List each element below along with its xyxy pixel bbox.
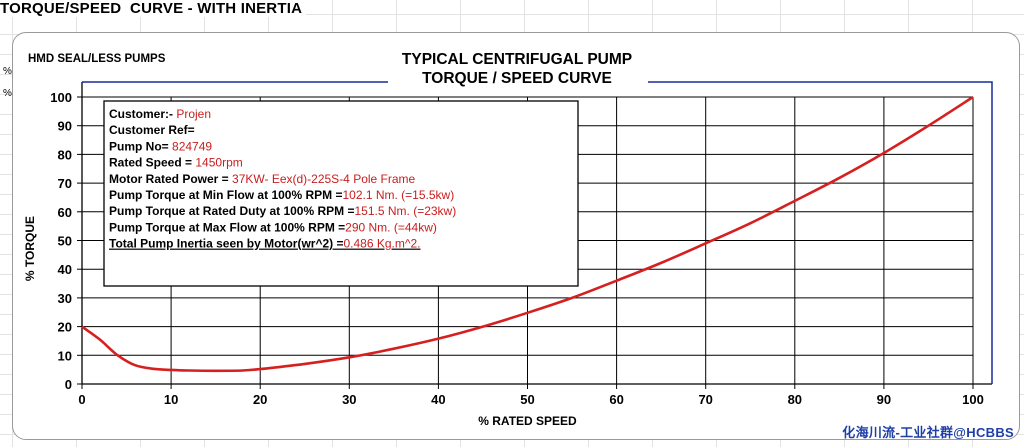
x-tick-label: 80	[788, 392, 802, 407]
info-value: 102.1 Nm. (=15.5kw)	[342, 188, 454, 202]
y-tick-label: 100	[50, 90, 72, 105]
x-tick-label: 90	[877, 392, 891, 407]
info-value: 290 Nm. (=44kw)	[345, 220, 437, 234]
y-tick-label: 30	[58, 291, 72, 306]
info-label: Rated Speed =	[109, 156, 195, 170]
info-line: Pump Torque at Rated Duty at 100% RPM =1…	[109, 204, 456, 218]
x-tick-label: 10	[164, 392, 178, 407]
info-line: Pump Torque at Min Flow at 100% RPM =102…	[109, 188, 454, 202]
info-line: Pump No= 824749	[109, 139, 212, 153]
info-line: Total Pump Inertia seen by Motor(wr^2) =…	[109, 237, 421, 251]
y-tick-label: 10	[58, 348, 72, 363]
x-tick-label: 50	[520, 392, 534, 407]
x-tick-label: 20	[253, 392, 267, 407]
info-value: 0.486 Kg.m^2.	[344, 237, 421, 251]
info-label: Customer:-	[109, 107, 176, 121]
y-tick-label: 60	[58, 205, 72, 220]
x-tick-label: 30	[342, 392, 356, 407]
info-label: Customer Ref=	[109, 123, 195, 137]
x-tick-label: 60	[609, 392, 623, 407]
info-label: Pump Torque at Rated Duty at 100% RPM =	[109, 204, 355, 218]
info-line: Pump Torque at Max Flow at 100% RPM =290…	[109, 220, 437, 234]
info-label: Pump Torque at Max Flow at 100% RPM =	[109, 220, 345, 234]
info-label: Motor Rated Power =	[109, 172, 232, 186]
x-tick-label: 40	[431, 392, 445, 407]
x-tick-label: 70	[698, 392, 712, 407]
plot-frame	[82, 81, 993, 384]
y-tick-label: 70	[58, 176, 72, 191]
x-tick-label: 0	[78, 392, 85, 407]
y-axis-label: % TORQUE	[23, 216, 37, 281]
info-line: Customer Ref=	[109, 123, 195, 137]
info-label: Pump Torque at Min Flow at 100% RPM =	[109, 188, 342, 202]
info-value: 1450rpm	[195, 156, 242, 170]
row-fragment: %	[3, 88, 12, 99]
info-value: 151.5 Nm. (=23kw)	[355, 204, 457, 218]
y-tick-label: 40	[58, 262, 72, 277]
y-tick-label: 80	[58, 147, 72, 162]
info-line: Rated Speed = 1450rpm	[109, 156, 243, 170]
info-label: Pump No=	[109, 139, 172, 153]
row-fragment: %	[3, 66, 12, 77]
x-axis-label: % RATED SPEED	[478, 414, 577, 428]
info-value: 824749	[172, 139, 212, 153]
chart-title-line-2: TORQUE / SPEED CURVE	[422, 70, 612, 87]
y-tick-label: 90	[58, 119, 72, 134]
x-tick-label: 100	[962, 392, 984, 407]
info-line: Customer:- Projen	[109, 107, 211, 121]
sheet-title: TORQUE/SPEED CURVE - WITH INERTIA	[0, 0, 307, 17]
info-box	[103, 100, 579, 287]
watermark: 化海川流-工业社群@HCBBS	[842, 425, 1014, 440]
info-value: 37KW- Eex(d)-225S-4 Pole Frame	[232, 172, 416, 186]
torque-curve	[81, 95, 974, 373]
info-line: Motor Rated Power = 37KW- Eex(d)-225S-4 …	[109, 172, 416, 186]
info-value: Projen	[176, 107, 211, 121]
chart-subtitle: HMD SEAL/LESS PUMPS	[28, 53, 166, 65]
info-label: Total Pump Inertia seen by Motor(wr^2) =	[109, 237, 344, 251]
y-tick-label: 20	[58, 320, 72, 335]
y-tick-label: 50	[58, 234, 72, 249]
chart-title-line-1: TYPICAL CENTRIFUGAL PUMP	[402, 51, 632, 68]
y-tick-label: 0	[65, 377, 72, 392]
title-backdrop	[388, 44, 648, 88]
